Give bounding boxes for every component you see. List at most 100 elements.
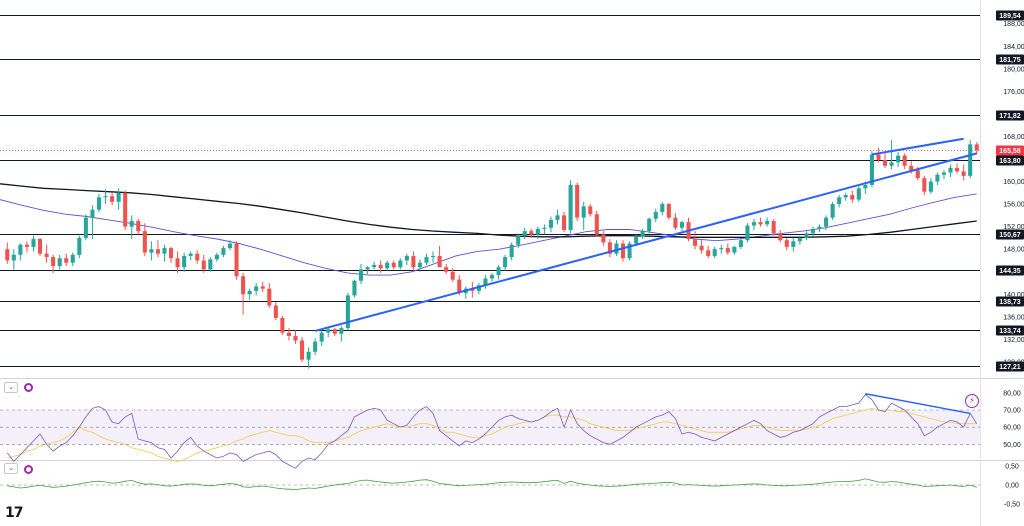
candle-body xyxy=(647,218,652,232)
candle-body xyxy=(404,255,409,261)
gear-icon[interactable] xyxy=(24,465,33,474)
candle-body xyxy=(863,184,868,189)
level-tag xyxy=(996,361,1024,372)
candle-body xyxy=(286,332,291,336)
chevron-down-icon: ⌄ xyxy=(8,464,14,472)
tradingview-logo[interactable]: 17 xyxy=(5,505,24,521)
candle-body xyxy=(974,144,979,151)
candle-body xyxy=(385,262,390,269)
candle-body xyxy=(948,168,953,173)
level-tag xyxy=(996,110,1024,121)
trendline xyxy=(314,152,977,332)
price-tick-label: 176,00 xyxy=(1003,89,1024,96)
candle-body xyxy=(417,262,422,268)
candle-body xyxy=(607,242,612,254)
level-tag xyxy=(996,229,1024,240)
candle-body xyxy=(679,222,684,228)
candle-body xyxy=(509,244,514,258)
candle-body xyxy=(738,240,743,247)
price-tick-label: 132,00 xyxy=(1003,337,1024,344)
level-tag xyxy=(996,296,1024,307)
candle-body xyxy=(922,178,927,192)
candle-body xyxy=(496,267,501,276)
candle-body xyxy=(751,222,757,226)
candle-body xyxy=(575,184,580,218)
price-tick-label: 140,00 xyxy=(1003,292,1024,299)
candle-body xyxy=(247,290,252,295)
rsi-series-line xyxy=(6,394,978,469)
candle-body xyxy=(882,160,888,166)
candle-body xyxy=(640,231,645,237)
candle-body xyxy=(693,239,698,246)
candle-body xyxy=(568,184,573,231)
candle-body xyxy=(810,228,815,234)
candle-body xyxy=(188,253,193,256)
level-label: 171,82 xyxy=(999,113,1021,120)
candle-body xyxy=(129,221,134,227)
candle-body xyxy=(149,249,154,253)
candle-body xyxy=(489,275,495,279)
candle-body xyxy=(542,227,547,229)
level-tag xyxy=(996,155,1024,166)
candle-body xyxy=(627,243,632,259)
oscillator-tick-label: -0,50 xyxy=(1004,502,1020,509)
candle-body xyxy=(470,288,475,291)
candle-body xyxy=(915,170,920,179)
candle-body xyxy=(319,332,324,342)
candle-body xyxy=(195,253,200,261)
candle-body xyxy=(11,254,16,261)
candle-body xyxy=(123,192,128,227)
candle-body xyxy=(77,237,82,255)
candle-body xyxy=(182,255,187,268)
candle-body xyxy=(450,271,455,280)
candle-body xyxy=(142,231,147,253)
candle-body xyxy=(503,257,508,268)
oscillator-collapse-button[interactable]: ⌄ xyxy=(4,463,18,474)
candle-body xyxy=(437,255,442,268)
rsi-collapse-button[interactable]: ⌄ xyxy=(4,382,18,393)
candle-body xyxy=(116,192,121,202)
candle-body xyxy=(706,250,711,256)
candle-body xyxy=(725,248,730,253)
candle-body xyxy=(280,317,285,333)
candle-body xyxy=(961,171,966,176)
candle-body xyxy=(358,269,364,281)
candle-body xyxy=(778,233,783,241)
rsi-trendline xyxy=(865,392,971,415)
candle-body xyxy=(260,286,265,289)
candle-body xyxy=(306,351,311,360)
candle-body xyxy=(424,257,429,263)
candle-body xyxy=(267,288,272,306)
candle-body xyxy=(555,215,560,220)
candle-body xyxy=(771,221,776,234)
candle-body xyxy=(758,222,763,225)
oscillator-tick-label: 0,00 xyxy=(1005,483,1019,490)
price-tick-label: 136,00 xyxy=(1003,314,1024,321)
price-tick-label: 160,00 xyxy=(1003,179,1024,186)
candle-body xyxy=(90,209,95,218)
candle-body xyxy=(345,295,350,329)
candle-body xyxy=(444,267,449,272)
candle-body xyxy=(44,253,49,258)
rsi-band xyxy=(0,410,980,445)
candle-body xyxy=(653,211,658,219)
candle-body xyxy=(18,244,23,255)
oscillator-tick-label: 0,50 xyxy=(1005,464,1019,471)
level-label: 163,80 xyxy=(999,158,1021,165)
lightning-icon[interactable]: ⚡ xyxy=(965,394,979,408)
candle-body xyxy=(745,225,750,241)
candle-body xyxy=(457,279,462,294)
gear-icon[interactable] xyxy=(24,383,33,392)
candle-body xyxy=(791,241,796,247)
trendline xyxy=(871,137,964,156)
candle-body xyxy=(398,260,403,268)
price-tick-label: 156,00 xyxy=(1003,202,1024,209)
price-tick-label: 168,00 xyxy=(1003,134,1024,141)
candle-body xyxy=(214,254,219,260)
candle-body xyxy=(902,155,907,166)
current-price-label: 165,58 xyxy=(999,148,1021,155)
candle-body xyxy=(666,204,671,218)
candle-body xyxy=(620,243,626,259)
rsi-tick-label: 70,00 xyxy=(1003,408,1021,415)
